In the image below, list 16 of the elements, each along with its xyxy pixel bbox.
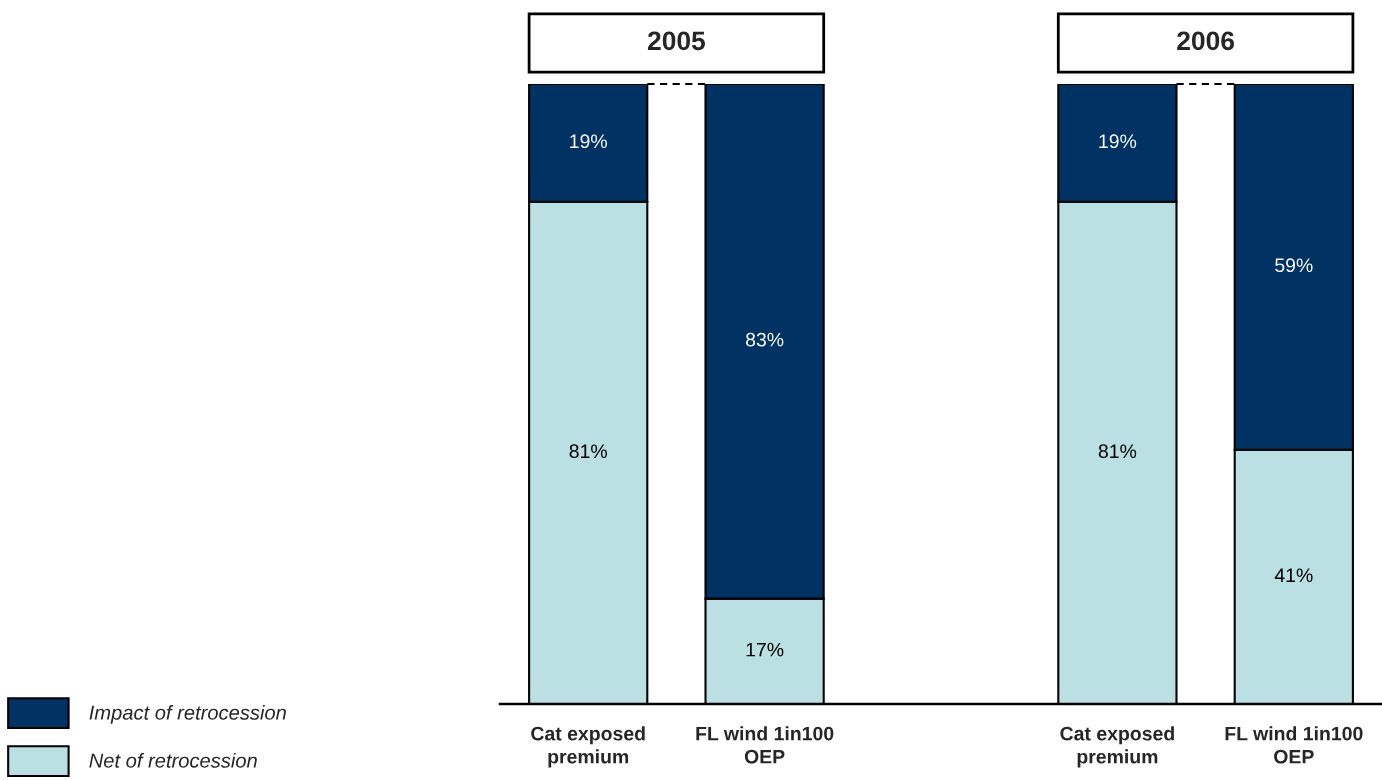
x-tick-label: FL wind 1in100 OEP: [696, 726, 834, 764]
x-tick-label: Cat exposed premium: [1060, 726, 1174, 768]
data-label: 83%: [745, 332, 784, 347]
data-label: 19%: [570, 134, 607, 149]
x-tick-label: Cat exposed premium: [531, 726, 645, 768]
text: 2006: [1177, 31, 1234, 51]
text: 2005: [647, 31, 706, 51]
data-label: 81%: [1098, 444, 1137, 459]
data-label: 81%: [569, 444, 607, 459]
legend-label: Net of retrocession: [89, 752, 257, 768]
data-label: 17%: [746, 642, 784, 657]
x-tick-label: FL wind 1in100 OEP: [1225, 726, 1363, 764]
data-label: 41%: [1274, 568, 1313, 583]
legend-label: Impact of retrocession: [89, 704, 286, 724]
data-label: 19%: [1099, 134, 1137, 149]
data-label: 59%: [1275, 258, 1313, 273]
